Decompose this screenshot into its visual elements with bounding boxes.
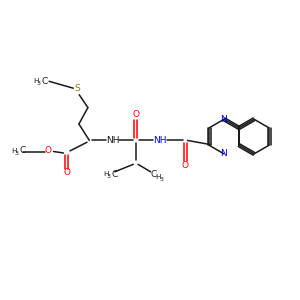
Text: 3: 3 [37, 81, 41, 86]
Text: H: H [11, 148, 16, 154]
Text: NH: NH [106, 136, 119, 145]
Text: O: O [64, 169, 70, 178]
Text: N: N [220, 149, 227, 158]
Text: 3: 3 [107, 174, 111, 179]
Text: 3: 3 [14, 151, 19, 156]
Text: 3: 3 [159, 177, 163, 182]
Text: C: C [151, 170, 157, 179]
Text: C: C [19, 146, 25, 155]
Text: O: O [45, 146, 52, 155]
Text: H: H [156, 174, 161, 180]
Text: O: O [182, 161, 189, 170]
Text: N: N [220, 115, 227, 124]
Text: S: S [74, 84, 80, 93]
Text: H: H [103, 172, 109, 178]
Text: C: C [111, 170, 117, 179]
Text: C: C [41, 77, 48, 86]
Text: O: O [132, 110, 139, 119]
Text: NH: NH [153, 136, 166, 145]
Text: H: H [33, 78, 39, 84]
